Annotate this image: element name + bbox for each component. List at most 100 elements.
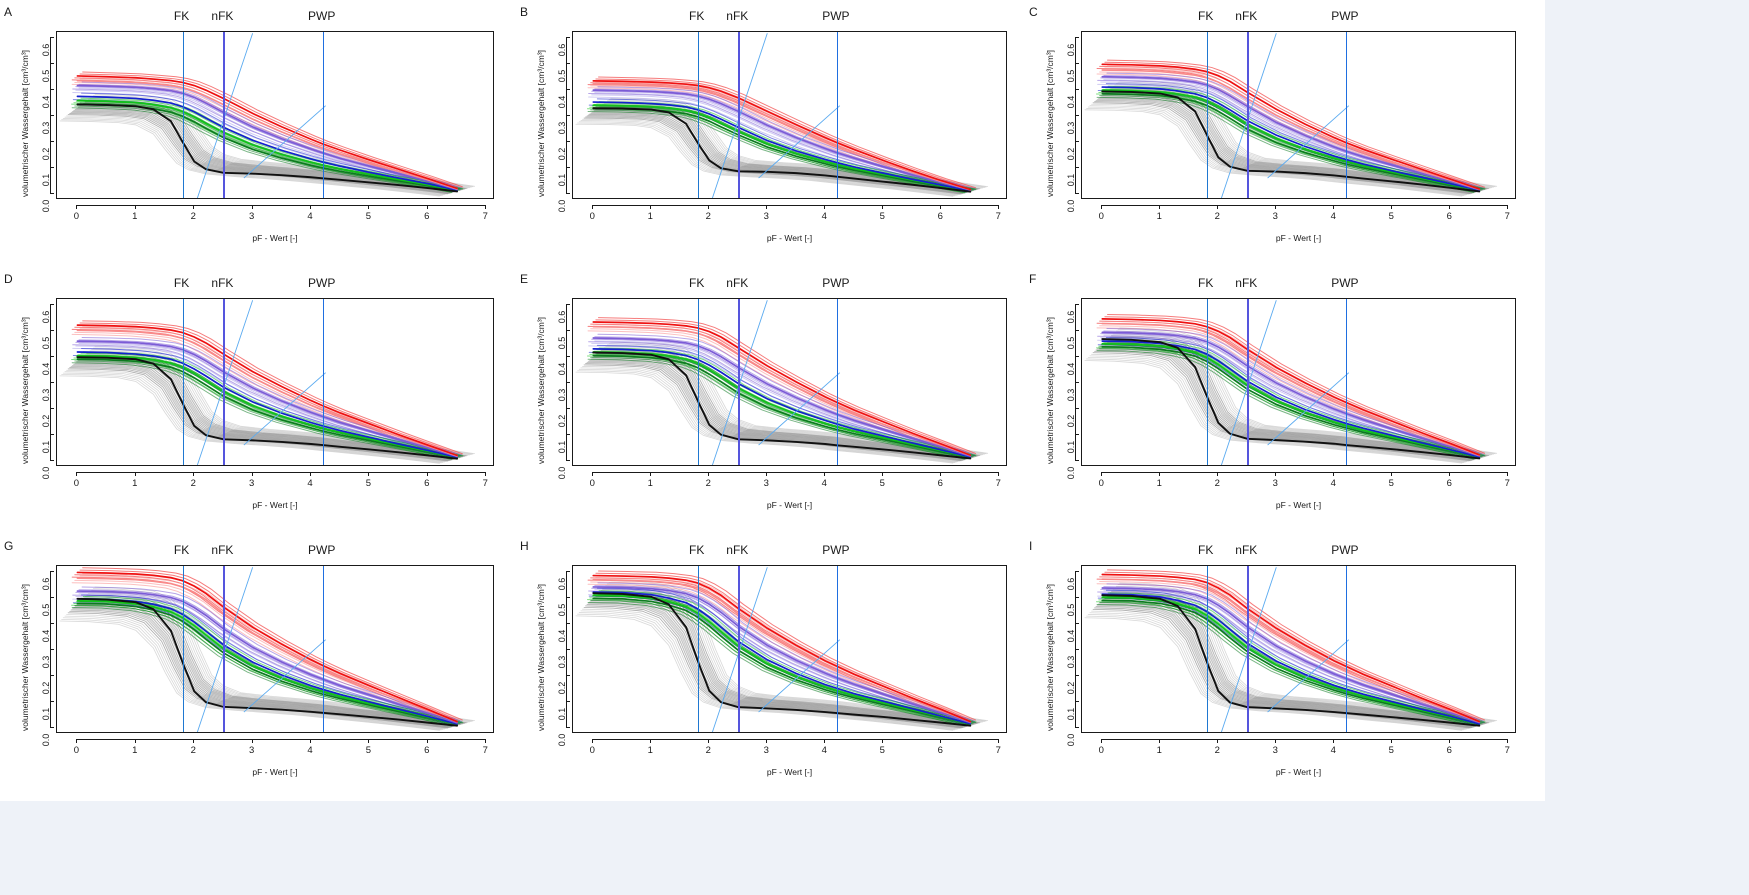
y-tick-mark — [50, 623, 54, 625]
y-tick-label: 0.4 — [557, 95, 567, 109]
x-tick-mark — [1217, 205, 1219, 209]
x-tick-label: 6 — [424, 211, 430, 222]
threshold-line-pwp — [322, 299, 325, 465]
x-axis-title: pF - Wert [-] — [766, 233, 813, 243]
y-tick-label: 0.2 — [1066, 414, 1076, 428]
x-tick-label: 4 — [307, 478, 313, 489]
y-tick-label: 0.0 — [557, 466, 567, 479]
threshold-line-fk — [182, 299, 185, 465]
x-tick-mark — [1101, 472, 1103, 476]
y-tick-mark — [1075, 89, 1079, 91]
y-axis-title: volumetrischer Wassergehalt [cm³/cm³] — [20, 583, 30, 731]
x-tick-mark — [592, 205, 594, 209]
helper-diagonal — [758, 639, 841, 713]
x-tick-label: 2 — [190, 211, 196, 222]
x-tick-label: 6 — [937, 211, 943, 222]
x-tick-mark — [1275, 205, 1277, 209]
x-tick-label: 5 — [879, 478, 885, 489]
x-tick-mark — [708, 739, 710, 743]
threshold-label-fk: FK — [1198, 543, 1214, 557]
x-tick-label: 2 — [1214, 211, 1220, 222]
y-tick-label: 0.6 — [557, 44, 567, 57]
x-tick-label: 7 — [1504, 211, 1510, 222]
y-tick-label: 0.2 — [1066, 681, 1076, 695]
x-tick-mark — [940, 739, 942, 743]
plot-area-d — [56, 298, 494, 466]
y-axis-title: volumetrischer Wassergehalt [cm³/cm³] — [20, 316, 30, 464]
y-tick-label: 0.4 — [41, 362, 51, 376]
x-tick-label: 7 — [1504, 745, 1510, 756]
y-tick-mark — [1075, 726, 1079, 728]
x-tick-mark — [485, 205, 487, 209]
threshold-label-fk: FK — [173, 276, 190, 290]
threshold-label-nfk: nFK — [1235, 543, 1258, 557]
threshold-label-pwp: PWP — [822, 276, 850, 290]
x-tick-label: 6 — [424, 478, 430, 489]
y-tick-label: 0.1 — [1066, 173, 1076, 186]
x-tick-mark — [824, 205, 826, 209]
x-tick-mark — [940, 472, 942, 476]
plot-area-b — [572, 31, 1007, 199]
x-tick-mark — [1391, 205, 1393, 209]
y-tick-label: 0.3 — [557, 388, 567, 402]
y-tick-label: 0.2 — [557, 147, 567, 161]
threshold-line-pwp — [1345, 566, 1348, 732]
x-tick-label: 3 — [248, 211, 255, 222]
y-tick-mark — [566, 37, 570, 39]
y-axis-title: volumetrischer Wassergehalt [cm³/cm³] — [536, 49, 546, 197]
retention-curves — [1084, 300, 1498, 465]
y-tick-label: 0.5 — [41, 337, 51, 350]
x-tick-mark — [193, 472, 195, 476]
y-tick-label: 0.4 — [41, 95, 51, 109]
x-tick-label: 7 — [482, 478, 488, 489]
helper-diagonal — [1267, 105, 1350, 179]
panel-letter-e: E — [520, 272, 529, 286]
plot-area-h — [572, 565, 1007, 733]
x-tick-label: 6 — [424, 745, 430, 756]
x-tick-label: 3 — [763, 211, 769, 222]
x-tick-mark — [1507, 205, 1509, 209]
x-axis-title: pF - Wert [-] — [252, 500, 298, 510]
x-tick-mark — [650, 739, 652, 743]
plot-area-a — [56, 31, 494, 199]
y-tick-mark — [50, 356, 54, 358]
threshold-label-pwp: PWP — [1331, 276, 1359, 290]
y-tick-mark — [566, 192, 570, 194]
x-tick-mark — [193, 739, 195, 743]
helper-diagonal — [1267, 639, 1350, 713]
x-tick-mark — [193, 205, 195, 209]
retention-curves — [575, 300, 989, 465]
x-tick-label: 0 — [589, 478, 595, 489]
y-tick-label: 0.6 — [557, 311, 567, 324]
plot-area-f — [1081, 298, 1516, 466]
x-tick-mark — [1507, 472, 1509, 476]
x-tick-mark — [134, 739, 136, 743]
x-tick-label: 7 — [482, 211, 488, 222]
x-tick-label: 6 — [937, 745, 943, 756]
x-axis-line — [1101, 472, 1508, 473]
x-tick-label: 1 — [1156, 745, 1162, 756]
x-tick-mark — [368, 739, 370, 743]
x-tick-mark — [998, 472, 1000, 476]
x-tick-label: 0 — [1098, 478, 1104, 489]
panel-c: C FK nFK PWP 0.0 0.1 0.2 0.3 0.4 0.5 0.6 volumetris… — [1025, 0, 1545, 267]
retention-curves — [59, 33, 475, 198]
x-tick-label: 3 — [1272, 478, 1278, 489]
panel-letter-i: I — [1029, 539, 1033, 553]
threshold-label-nfk: nFK — [726, 543, 749, 557]
y-tick-mark — [1075, 192, 1079, 194]
x-tick-label: 2 — [190, 478, 196, 489]
threshold-label-nfk: nFK — [1235, 9, 1258, 23]
x-axis-title: pF - Wert [-] — [252, 767, 298, 777]
x-tick-mark — [1275, 472, 1277, 476]
y-tick-label: 0.2 — [41, 147, 51, 161]
x-tick-mark — [882, 472, 884, 476]
x-axis-line — [592, 205, 999, 206]
x-tick-label: 2 — [1214, 478, 1220, 489]
x-tick-mark — [1449, 205, 1451, 209]
x-tick-label: 7 — [995, 478, 1001, 489]
threshold-line-pwp — [1345, 299, 1348, 465]
y-tick-mark — [1075, 700, 1079, 702]
x-tick-mark — [485, 739, 487, 743]
y-tick-label: 0.1 — [41, 440, 51, 453]
